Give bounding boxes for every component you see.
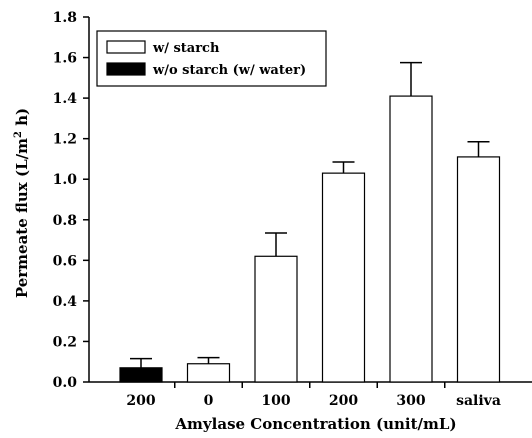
legend-label-without-starch: w/o starch (w/ water) [152, 63, 306, 78]
bar-with-starch [456, 156, 501, 383]
legend-box [96, 30, 327, 87]
legend-swatch-without-starch [106, 62, 146, 76]
y-tick-label: 0.6 [53, 253, 77, 269]
y-tick-label: 1.0 [53, 172, 78, 188]
y-axis-title-sup: 2 [13, 131, 24, 138]
x-tick-label: 300 [396, 393, 425, 409]
legend-label-with-starch: w/ starch [152, 41, 220, 56]
x-tick-label: 200 [329, 393, 358, 409]
y-tick-label: 1.2 [53, 132, 77, 148]
bar-with-starch [321, 172, 366, 383]
x-axis-title: Amylase Concentration (unit/mL) [174, 415, 456, 433]
y-tick-label: 0.8 [53, 213, 77, 229]
y-axis-title: Permeate flux (L/m2 h) [13, 108, 31, 298]
y-tick-label: 1.6 [53, 51, 77, 67]
bar-with-starch [389, 95, 433, 383]
y-tick-label: 0.2 [53, 334, 77, 350]
y-tick-label: 0.4 [53, 294, 78, 310]
y-tick-label: 1.4 [53, 91, 78, 107]
y-tick-label: 1.8 [53, 10, 77, 26]
x-ticks: 200 0 100 200 300 saliva [126, 382, 501, 409]
y-ticks: 0.0 0.2 0.4 0.6 0.8 1.0 1.2 1.4 1.6 1.8 [53, 10, 89, 391]
bar-with-starch [254, 255, 298, 383]
x-tick-label: saliva [456, 393, 501, 409]
x-tick-label: 0 [204, 393, 214, 409]
y-axis-title-tail: h) [13, 108, 31, 131]
bar-without-starch [119, 367, 163, 383]
bar-with-starch [186, 363, 231, 383]
y-tick-label: 0.0 [53, 375, 78, 391]
x-tick-label: 100 [261, 393, 290, 409]
legend: w/ starch w/o starch (w/ water) [96, 30, 327, 87]
x-tick-label: 200 [126, 393, 155, 409]
y-axis-title-main: Permeate flux (L/m [13, 138, 31, 298]
bars [119, 61, 501, 383]
legend-swatch-with-starch [106, 40, 146, 54]
